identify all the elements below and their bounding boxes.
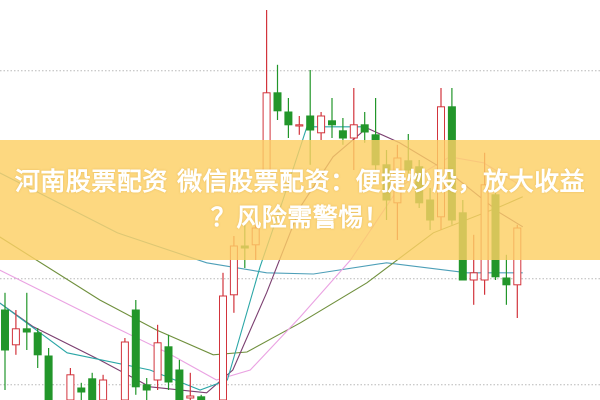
candle — [295, 116, 304, 135]
candle-body — [66, 374, 75, 400]
candle-body — [273, 92, 282, 112]
candle — [22, 292, 31, 350]
candle-body — [328, 120, 336, 126]
candle — [131, 300, 140, 395]
candle — [44, 348, 53, 400]
candle-body — [11, 328, 20, 346]
candle — [197, 394, 206, 400]
candle — [219, 272, 227, 400]
candle — [164, 334, 173, 390]
candle — [186, 372, 195, 400]
candle — [88, 372, 97, 400]
candle — [317, 112, 326, 140]
moving-average-line — [0, 126, 367, 391]
candle — [175, 360, 184, 400]
article-title-line-2: ？风险需警惕！ — [210, 203, 390, 232]
title-banner: 河南股票配资 微信股票配资：便捷炒股，放大收益 ？风险需警惕！ — [0, 140, 600, 260]
candle-body — [44, 355, 53, 400]
candle — [284, 98, 293, 138]
candle-body — [338, 130, 347, 139]
article-title-line-1: 河南股票配资 微信股票配资：便捷炒股，放大收益 — [14, 167, 586, 196]
candle — [99, 374, 108, 400]
candle-body — [349, 124, 358, 139]
candle — [273, 64, 282, 120]
candle — [33, 328, 42, 368]
candle-body — [1, 309, 9, 351]
candle — [142, 378, 151, 400]
candle — [120, 338, 129, 400]
candle-body — [469, 272, 478, 281]
candle — [66, 368, 75, 400]
candle-body — [153, 342, 162, 381]
candle-body — [175, 369, 184, 400]
candle-body — [120, 341, 129, 400]
candle — [11, 310, 20, 355]
candle-body — [295, 124, 304, 127]
candle-body — [142, 384, 151, 391]
candle — [328, 98, 336, 138]
candle-body — [284, 111, 293, 126]
candle-body — [219, 295, 227, 400]
candle-body — [22, 328, 31, 333]
candle-body — [164, 346, 173, 383]
candle-body — [317, 115, 326, 134]
candle-body — [33, 332, 42, 356]
candle-body — [186, 395, 195, 399]
candle — [153, 324, 162, 390]
candle-body — [502, 277, 511, 286]
candle — [502, 254, 511, 305]
candle — [360, 112, 369, 143]
candle-body — [88, 378, 97, 400]
candle-body — [360, 124, 369, 133]
candle — [77, 382, 86, 400]
candle-body — [306, 115, 315, 131]
candle-body — [99, 379, 108, 400]
candle-body — [77, 387, 86, 393]
candle-body — [131, 309, 140, 388]
candle — [1, 292, 9, 390]
